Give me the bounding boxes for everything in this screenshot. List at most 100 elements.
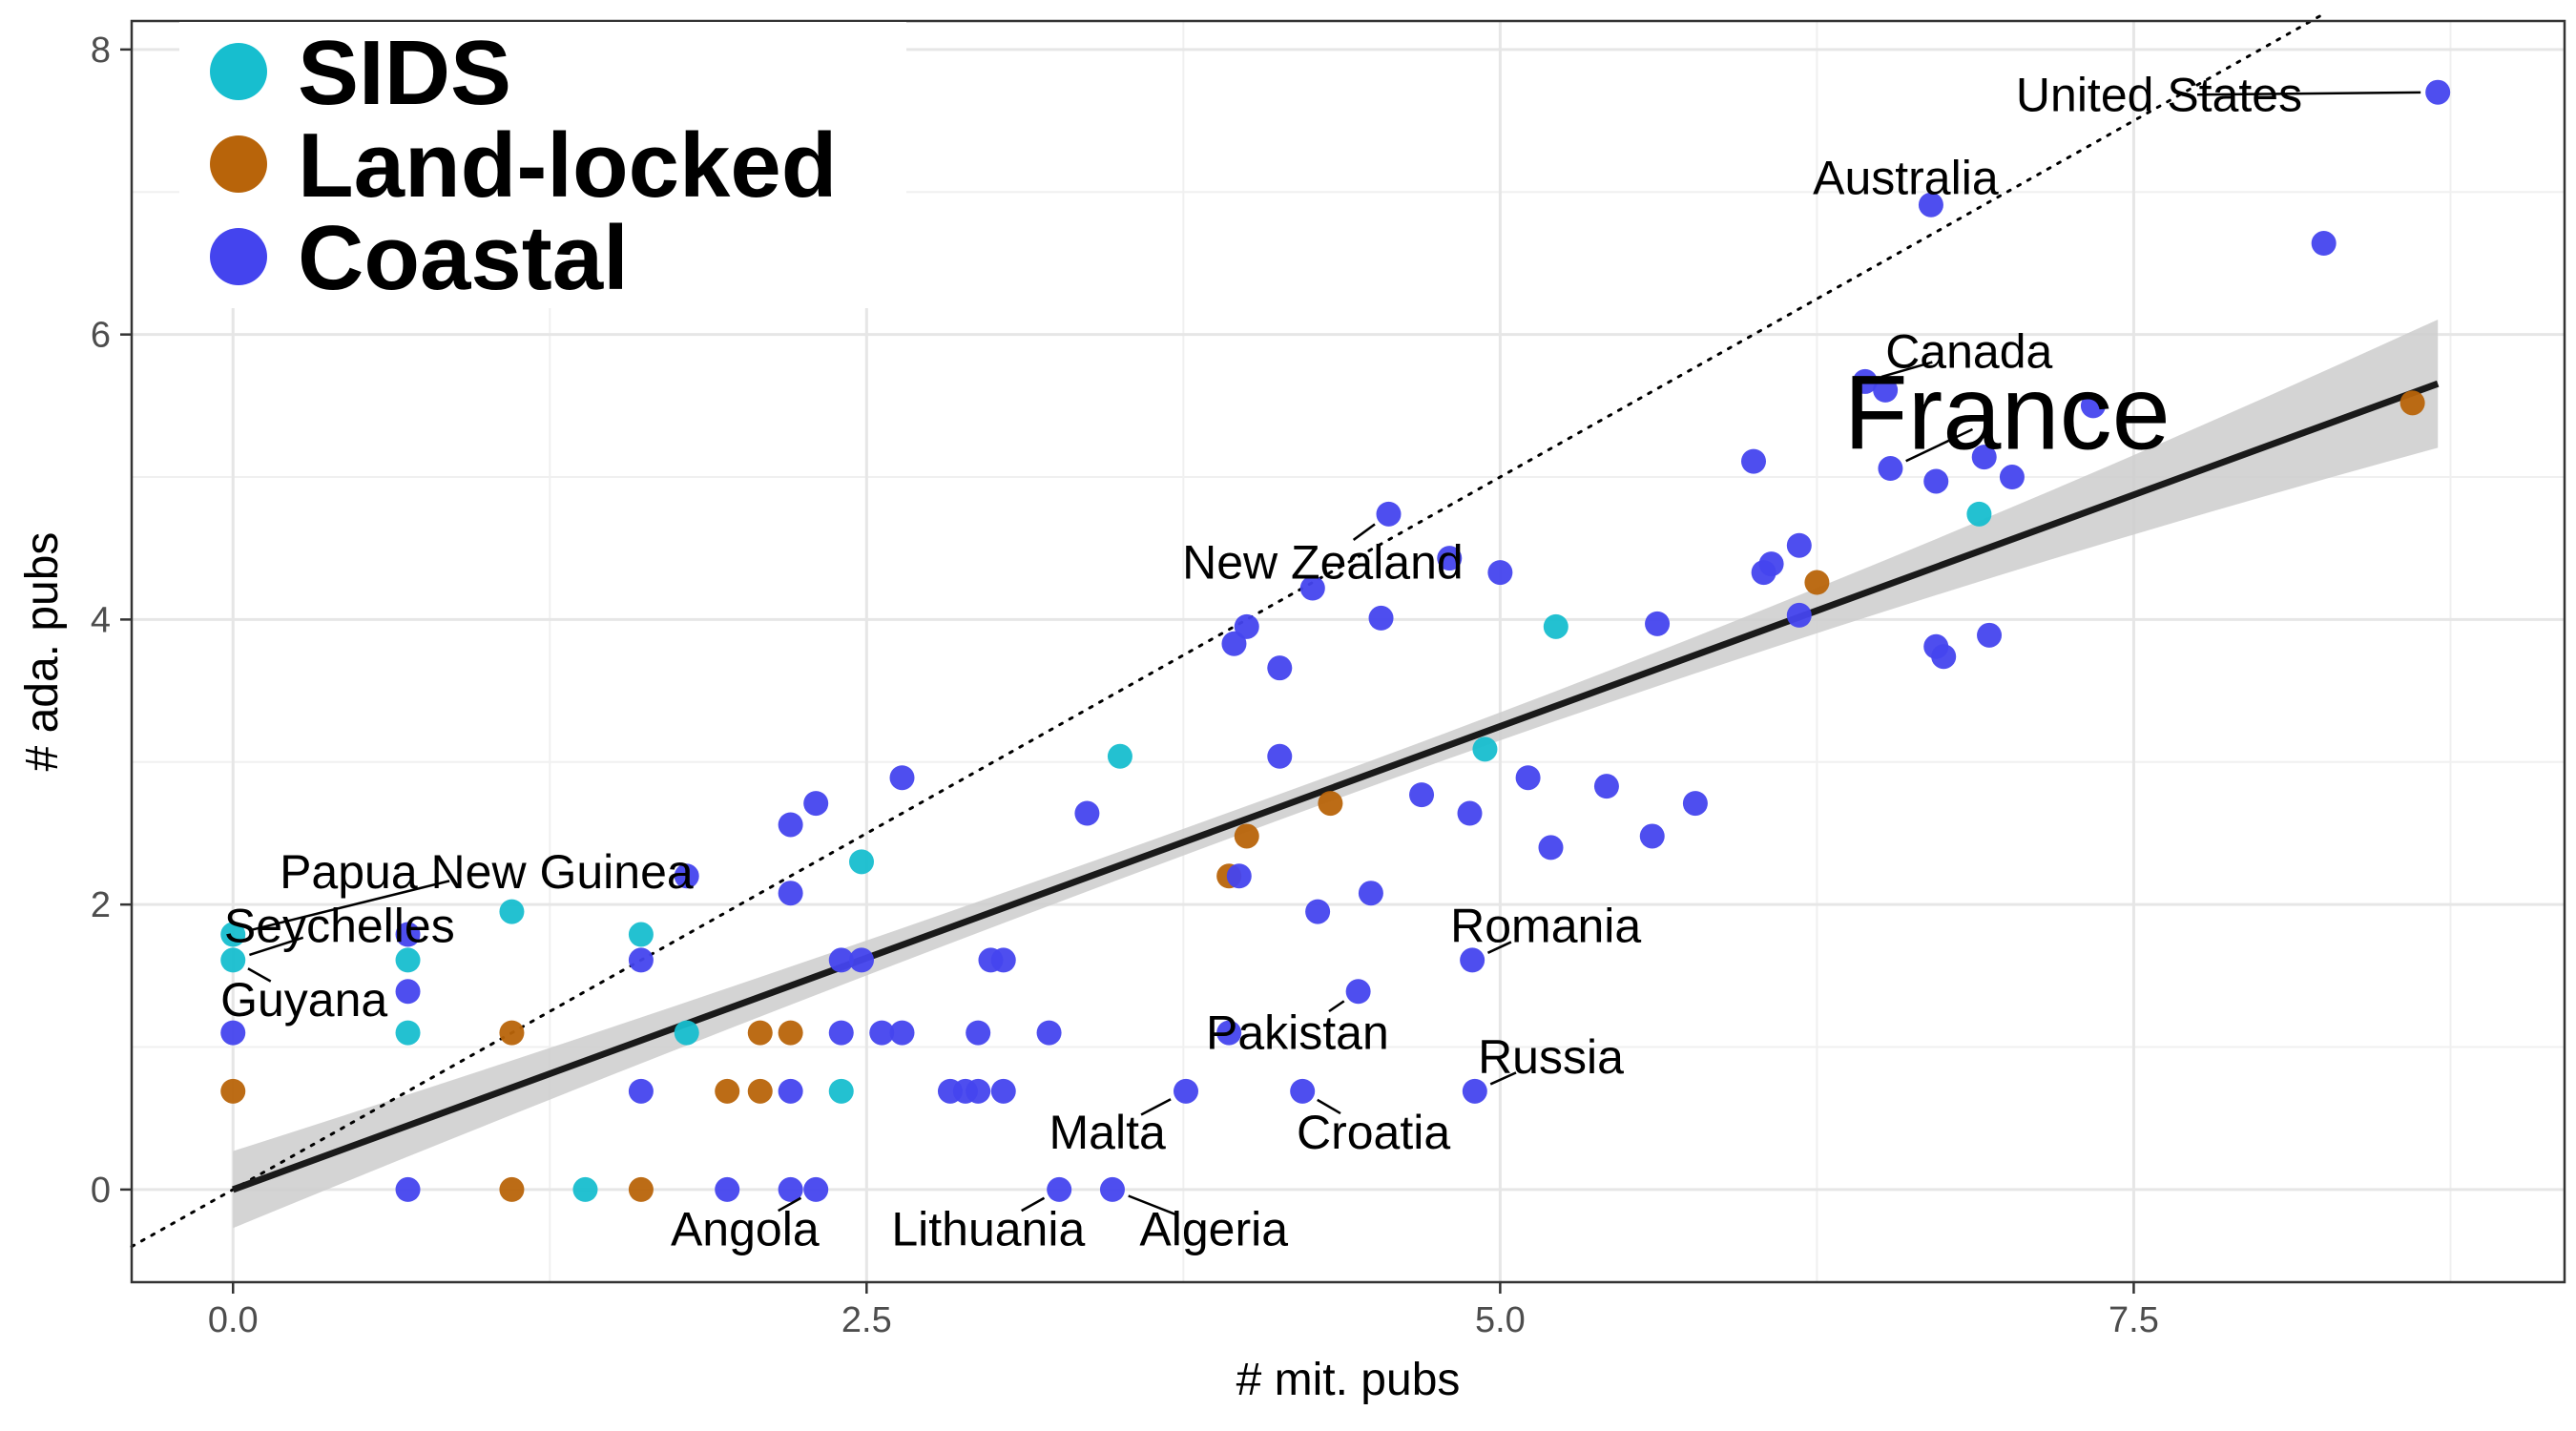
x-tick-label: 7.5: [2109, 1300, 2159, 1340]
data-point: [1345, 979, 1371, 1005]
data-point: [1462, 1078, 1487, 1104]
data-point: [674, 863, 699, 889]
point-label: Pakistan: [1206, 1006, 1389, 1060]
data-point: [1318, 791, 1343, 817]
data-point: [869, 1020, 895, 1046]
data-point: [1099, 1176, 1125, 1202]
data-point: [220, 1020, 246, 1046]
data-point: [803, 791, 829, 817]
label-leader: [2196, 91, 2421, 96]
data-point: [1457, 800, 1483, 826]
x-tick-label: 2.5: [841, 1300, 892, 1340]
data-point: [1107, 743, 1132, 769]
point-label: Romania: [1450, 900, 1641, 953]
data-point: [1918, 192, 1943, 218]
data-point: [628, 947, 654, 973]
label-leaders: [247, 91, 2421, 1217]
data-point: [1538, 835, 1564, 861]
point-label: Papua New Guinea: [280, 845, 694, 899]
data-point: [747, 1020, 773, 1046]
data-point: [1376, 501, 1402, 527]
data-point: [1639, 823, 1665, 849]
data-point: [1267, 743, 1293, 769]
legend-background: [179, 22, 906, 308]
point-label: United States: [2016, 69, 2302, 122]
label-leader: [1140, 1098, 1172, 1116]
point-label: Lithuania: [891, 1203, 1085, 1256]
data-point: [1487, 560, 1513, 586]
label-leader: [249, 880, 450, 932]
label-leader: [1880, 361, 1933, 379]
data-point: [1682, 791, 1708, 817]
data-point: [1786, 532, 1812, 558]
data-point: [1299, 575, 1325, 601]
data-point: [1852, 368, 1878, 394]
data-point: [628, 1176, 654, 1202]
label-leader: [1021, 1196, 1046, 1213]
data-point: [966, 1078, 991, 1104]
point-label: Guyana: [220, 973, 387, 1027]
data-point: [849, 947, 874, 973]
label-leader: [1905, 427, 1974, 463]
data-point: [1971, 445, 1997, 470]
x-tick-label: 0.0: [208, 1300, 259, 1340]
y-tick-label: 6: [91, 316, 111, 356]
point-label: Russia: [1478, 1030, 1624, 1084]
plot-border: [130, 19, 2566, 1284]
data-point: [2080, 393, 2106, 419]
legend-key: [210, 43, 267, 100]
data-point: [747, 1078, 773, 1104]
data-point: [1074, 800, 1100, 826]
data-point: [1368, 605, 1394, 631]
data-point: [395, 922, 421, 947]
reference-line: [130, 12, 2326, 1249]
label-leader: [1317, 1098, 1341, 1115]
data-point: [1437, 546, 1463, 571]
data-point: [1786, 602, 1812, 628]
data-point: [778, 881, 803, 906]
x-axis-ticks: 0.0 2.5 5.0 7.5: [208, 1282, 2159, 1340]
data-point: [1543, 613, 1568, 639]
data-point: [778, 1020, 803, 1046]
data-point: [1645, 611, 1671, 636]
data-point: [1305, 899, 1331, 924]
data-point: [1221, 631, 1247, 656]
label-leader: [249, 936, 304, 957]
data-point: [715, 1176, 740, 1202]
data-point: [499, 1176, 525, 1202]
label-leader: [1352, 523, 1376, 541]
data-point: [1047, 1176, 1072, 1202]
data-point: [1923, 468, 1949, 494]
data-point: [1472, 736, 1498, 762]
data-point: [778, 1176, 803, 1202]
data-point: [395, 1176, 421, 1202]
data-point: [572, 1176, 598, 1202]
y-tick-label: 4: [91, 600, 111, 640]
data-point: [1593, 774, 1619, 799]
label-leader: [1489, 1071, 1517, 1086]
data-point: [1358, 881, 1383, 906]
label-leader: [1128, 1194, 1179, 1217]
legend-label: SIDS: [298, 22, 511, 124]
data-point: [715, 1078, 740, 1104]
y-tick-label: 8: [91, 31, 111, 71]
data-point: [1460, 947, 1485, 973]
y-tick-label: 2: [91, 885, 111, 925]
legend-label: Coastal: [298, 207, 629, 309]
data-point: [1036, 1020, 1062, 1046]
label-leader: [1486, 941, 1512, 954]
points: [220, 79, 2451, 1202]
y-axis-ticks: 0 2 4 6 8: [91, 31, 132, 1211]
data-point: [499, 899, 525, 924]
data-point: [1758, 551, 1784, 577]
data-point: [849, 849, 874, 875]
y-axis-title: # ada. pubs: [17, 532, 68, 772]
label-leader: [778, 1196, 802, 1213]
data-point: [1741, 448, 1766, 474]
point-label: New Zealand: [1182, 536, 1464, 590]
confidence-ribbon: [233, 319, 2439, 1229]
data-point: [828, 1078, 854, 1104]
data-point: [499, 1020, 525, 1046]
data-point: [1216, 1020, 1242, 1046]
